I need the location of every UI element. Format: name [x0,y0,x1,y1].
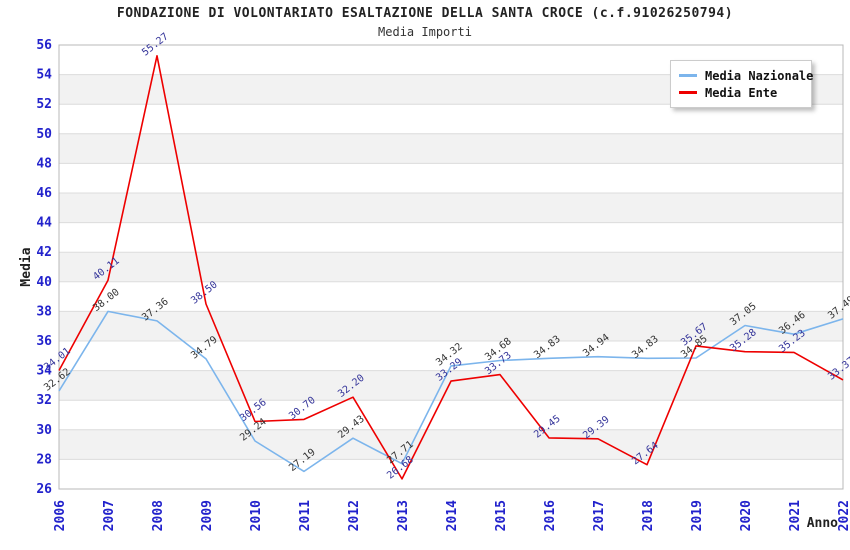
plot-band [59,429,843,460]
x-tick-label: 2017 [592,500,607,531]
y-tick-label: 46 [36,186,52,201]
plot-band [59,252,843,282]
legend-item-media-ente[interactable]: Media Ente [679,84,803,101]
plot-band [59,370,843,401]
x-tick-label: 2010 [249,500,264,531]
data-label: 37.49 [826,294,850,321]
legend-item-media-nazionale[interactable]: Media Nazionale [679,67,813,84]
plot-border [58,44,844,490]
y-tick-label: 36 [36,334,52,349]
y-tick-label: 30 [36,423,52,438]
x-tick-label: 2022 [837,500,850,531]
x-tick-label: 2011 [298,500,313,531]
x-tick-label: 2009 [200,500,215,531]
x-tick-label: 2008 [151,500,166,531]
y-tick-label: 34 [36,364,52,379]
x-tick-label: 2014 [445,500,460,531]
chart-subtitle: Media Importi [378,25,472,39]
chart-title: FONDAZIONE DI VOLONTARIATO ESALTAZIONE D… [116,6,734,21]
plot-band [59,311,843,341]
y-tick-label: 54 [36,68,52,83]
legend-line-sample-ente [679,91,697,94]
data-label: 38.00 [91,287,121,314]
legend-line-sample-nazionale [679,74,697,77]
x-tick-label: 2019 [690,500,705,531]
x-tick-label: 2020 [739,500,754,531]
data-label: 34.01 [42,346,72,373]
x-tick-label: 2007 [102,500,117,531]
legend: Media Nazionale Media Ente [670,60,813,108]
series-line-media-ente [58,54,844,480]
y-tick-label: 56 [36,38,52,53]
y-tick-label: 42 [36,245,52,260]
x-tick-label: 2021 [788,500,803,531]
y-tick-label: 32 [36,393,52,408]
y-tick-label: 44 [36,216,52,231]
y-tick-label: 50 [36,127,52,142]
legend-label: Media Nazionale [705,68,814,83]
y-tick-label: 38 [36,304,52,319]
y-tick-label: 48 [36,156,52,171]
plot-band [59,193,843,223]
x-axis-title: Anno [807,516,838,531]
y-tick-label: 26 [36,482,52,497]
y-axis-title: Media [19,247,34,286]
y-tick-label: 52 [36,97,52,112]
x-tick-label: 2016 [543,500,558,531]
plot-band [59,133,843,164]
x-tick-label: 2006 [53,500,68,531]
x-tick-label: 2015 [494,500,509,531]
x-tick-label: 2012 [347,500,362,531]
y-tick-label: 28 [36,452,52,467]
x-tick-label: 2018 [641,500,656,531]
data-label: 33.37 [826,355,850,382]
x-tick-label: 2013 [396,500,411,531]
data-label: 38.50 [189,279,219,306]
y-tick-label: 40 [36,275,52,290]
legend-label: Media Ente [705,85,778,100]
